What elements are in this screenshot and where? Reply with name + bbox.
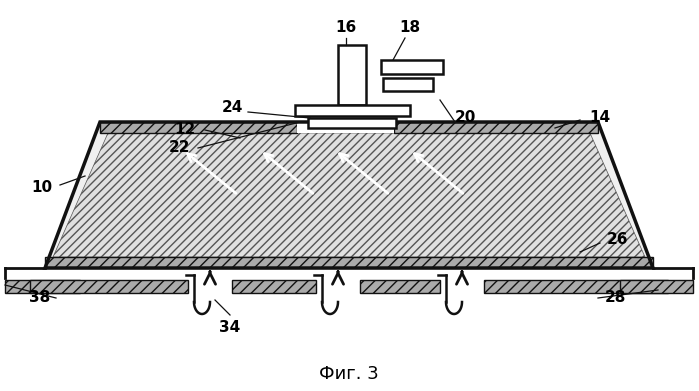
Text: 16: 16 bbox=[336, 20, 356, 36]
Text: Фиг. 3: Фиг. 3 bbox=[319, 365, 379, 383]
Polygon shape bbox=[100, 122, 297, 133]
Text: 38: 38 bbox=[29, 291, 50, 305]
Text: 26: 26 bbox=[607, 233, 628, 248]
Bar bbox=[338, 45, 366, 105]
Polygon shape bbox=[45, 257, 653, 268]
Bar bbox=[30, 280, 188, 293]
Bar bbox=[381, 60, 443, 74]
Text: 20: 20 bbox=[454, 111, 476, 126]
Text: 24: 24 bbox=[222, 100, 243, 115]
Bar bbox=[232, 280, 316, 293]
Polygon shape bbox=[394, 122, 598, 133]
Polygon shape bbox=[45, 122, 653, 268]
Bar bbox=[297, 122, 394, 133]
Bar bbox=[484, 280, 668, 293]
Text: 34: 34 bbox=[219, 321, 240, 335]
Bar bbox=[5, 280, 80, 293]
Polygon shape bbox=[53, 133, 645, 257]
Bar bbox=[308, 118, 396, 128]
Text: 14: 14 bbox=[589, 111, 610, 126]
Text: 22: 22 bbox=[169, 140, 191, 156]
Bar bbox=[383, 78, 433, 91]
Bar bbox=[295, 105, 410, 116]
Bar bbox=[360, 280, 440, 293]
Text: 18: 18 bbox=[399, 20, 421, 36]
Text: 10: 10 bbox=[31, 181, 52, 196]
Text: 28: 28 bbox=[605, 291, 626, 305]
Text: 12: 12 bbox=[174, 122, 196, 138]
Bar bbox=[620, 280, 693, 293]
